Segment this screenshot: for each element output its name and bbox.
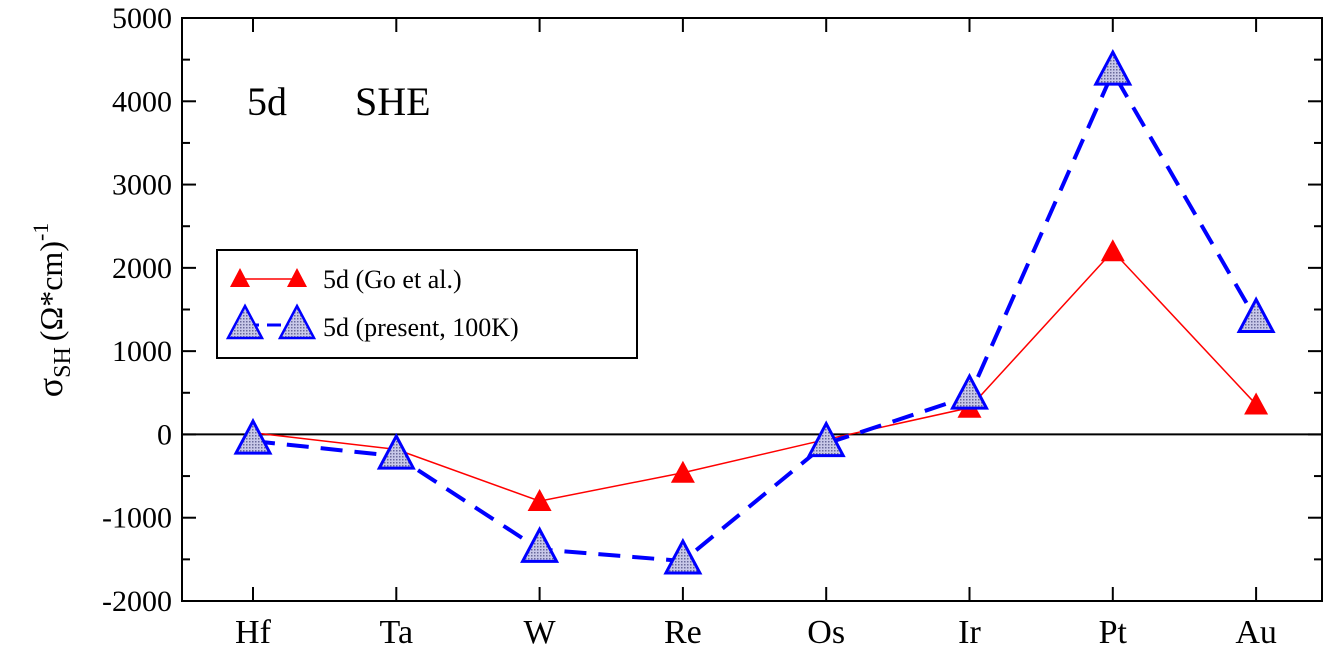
y-axis-title-superscript: -1 (28, 223, 53, 241)
data-point-1 (950, 372, 989, 410)
y-tick-label: 3000 (112, 169, 172, 202)
data-point-1 (376, 432, 416, 470)
legend-marker-present-right (277, 303, 317, 340)
legend: 5d (Go et al.) 5d (present, 100K) (216, 249, 638, 359)
y-tick-label: -2000 (102, 585, 172, 618)
svg-text:σSH(Ω*cm)-1: σSH (Ω*cm)-1 (28, 223, 76, 398)
data-point-0 (527, 489, 552, 512)
annotation-5d: 5d (247, 79, 287, 124)
y-axis-title-subscript: SH (50, 347, 76, 378)
x-tick-label: Au (1235, 614, 1277, 650)
x-tick-label: Hf (235, 614, 272, 650)
y-axis-title: σSH (Ω*cm)-1 (28, 223, 76, 398)
y-axis-ticks: -2000 -1000 0 1000 2000 3000 4000 5000 (102, 2, 1322, 618)
legend-marker-go-left (230, 268, 250, 287)
legend-marker-go-right (287, 268, 307, 287)
legend-label-go: 5d (Go et al.) (323, 265, 462, 294)
data-point-1 (233, 417, 273, 455)
x-axis-ticks: Hf Ta W Re Os Ir Pt Au (235, 18, 1277, 650)
y-axis-title-unit: (Ω*cm) (33, 241, 69, 341)
data-point-0 (1244, 392, 1269, 415)
y-tick-label: 0 (157, 418, 172, 451)
data-point-1 (1236, 296, 1276, 333)
y-axis-title-symbol: σ (30, 378, 70, 397)
data-point-0 (1100, 239, 1125, 262)
legend-box (216, 249, 638, 359)
annotation-she: SHE (355, 79, 431, 124)
x-tick-label: Pt (1099, 614, 1128, 650)
x-tick-label: Os (807, 614, 845, 650)
y-tick-label: 1000 (112, 335, 172, 368)
data-point-0 (670, 460, 695, 483)
y-tick-label: 5000 (112, 2, 172, 35)
data-point-1 (806, 420, 846, 458)
legend-label-present: 5d (present, 100K) (323, 313, 519, 342)
x-tick-label: Re (664, 614, 702, 650)
y-tick-label: 4000 (112, 85, 172, 118)
x-tick-label: Ta (380, 614, 414, 650)
x-tick-label: Ir (958, 614, 981, 650)
y-tick-label: 2000 (112, 252, 172, 285)
series-line-0 (252, 250, 1257, 502)
series-layer (233, 48, 1276, 575)
y-tick-label: -1000 (102, 502, 172, 535)
x-tick-label: W (524, 614, 557, 650)
legend-marker-present-left (225, 303, 265, 340)
data-point-1 (1093, 48, 1133, 86)
data-point-1 (663, 537, 703, 575)
data-point-1 (520, 526, 560, 563)
series-line-1 (252, 67, 1258, 564)
